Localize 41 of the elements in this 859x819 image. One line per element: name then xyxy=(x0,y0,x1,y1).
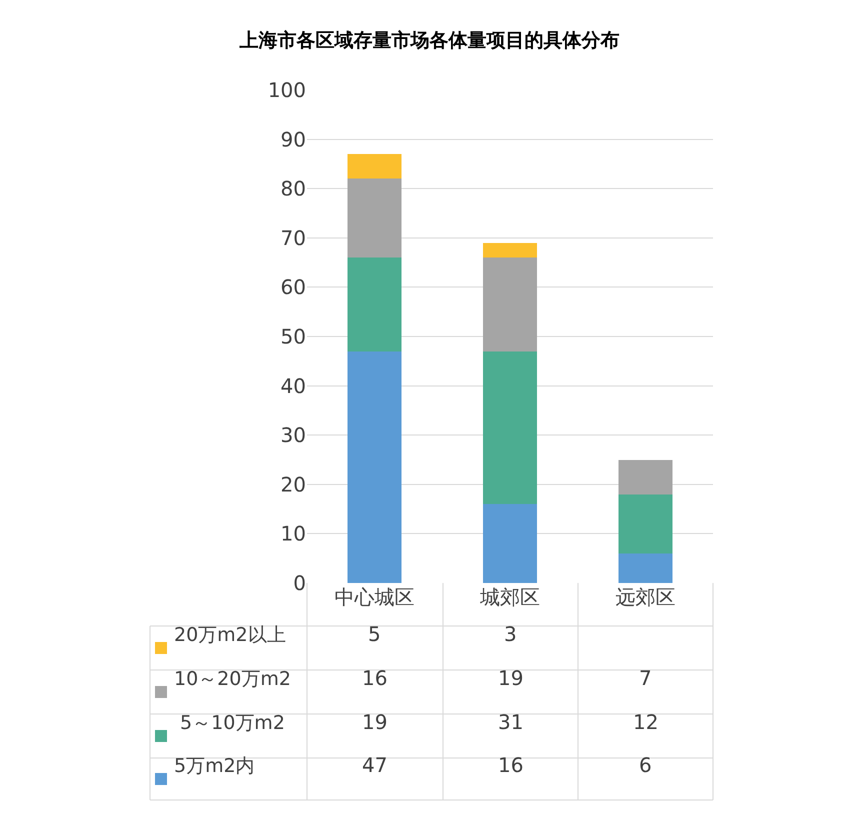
data-label: 3 xyxy=(504,622,517,646)
bar xyxy=(348,178,402,258)
y-tick-label: 30 xyxy=(280,423,306,448)
data-label: 19 xyxy=(498,666,524,690)
chart-title: 上海市各区域存量市场各体量项目的具体分布 xyxy=(238,30,620,52)
bar xyxy=(482,351,538,504)
y-tick-label: 10 xyxy=(280,522,306,546)
data-label: 16 xyxy=(362,666,388,690)
data-label: 47 xyxy=(362,753,388,777)
y-tick-label: 70 xyxy=(280,226,306,250)
bar xyxy=(348,154,402,179)
bar xyxy=(618,494,672,554)
bar xyxy=(348,258,402,352)
bar xyxy=(348,351,402,583)
bar xyxy=(482,504,538,583)
y-tick-label: 100 xyxy=(268,78,306,102)
bar xyxy=(482,258,538,352)
y-tick-label: 50 xyxy=(280,324,306,348)
bar xyxy=(482,242,538,258)
y-tick-label: 90 xyxy=(280,127,306,152)
data-label: 5 xyxy=(368,622,381,646)
x-tick-label: 中心城区 xyxy=(334,585,415,609)
x-tick-label: 城郊区 xyxy=(479,585,540,609)
x-tick-label: 远郊区 xyxy=(615,585,676,609)
y-tick-label: 80 xyxy=(280,176,306,201)
legend-label: 5～10万m2 xyxy=(174,712,285,734)
data-label: 31 xyxy=(498,710,524,734)
data-label: 16 xyxy=(498,753,524,777)
legend-label: 5万m2内 xyxy=(174,755,255,777)
data-label: 19 xyxy=(362,710,388,734)
y-tick-label: 20 xyxy=(280,472,306,496)
legend-label: 20万m2以上 xyxy=(174,624,286,646)
data-label: 6 xyxy=(639,753,652,777)
y-tick-label: 60 xyxy=(280,275,306,300)
legend-label: 10～20万m2 xyxy=(174,668,291,690)
data-label: 7 xyxy=(639,666,652,690)
bar xyxy=(618,460,672,494)
data-label: 12 xyxy=(633,710,658,734)
y-tick-label: 40 xyxy=(280,374,306,398)
bar xyxy=(618,553,672,583)
y-tick-label: 0 xyxy=(293,571,306,595)
